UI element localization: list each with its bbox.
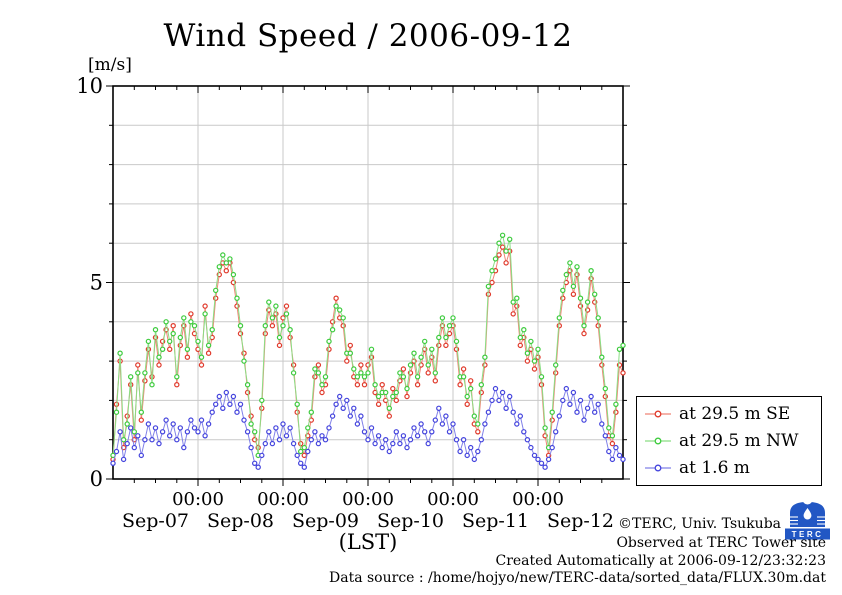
legend-label: at 29.5 m SE <box>679 404 791 424</box>
svg-text:Sep-07: Sep-07 <box>122 510 189 532</box>
series-se-marker-icon <box>645 410 671 418</box>
svg-text:00:00: 00:00 <box>172 489 224 510</box>
legend-label: at 1.6 m <box>679 458 750 478</box>
x-axis-label: (LST) <box>338 530 398 554</box>
svg-text:00:00: 00:00 <box>257 489 309 510</box>
legend-item-29-5m-nw: at 29.5 m NW <box>644 431 821 451</box>
page-title: Wind Speed / 2006-09-12 <box>163 18 573 54</box>
svg-text:00:00: 00:00 <box>512 489 564 510</box>
svg-text:00:00: 00:00 <box>342 489 394 510</box>
terc-logo: TERC <box>785 500 830 540</box>
copyright-text: ©TERC, Univ. Tsukuba <box>618 516 781 532</box>
svg-text:Sep-12: Sep-12 <box>547 510 614 532</box>
data-source-text: Data source : /home/hojyo/new/TERC-data/… <box>329 570 826 586</box>
svg-text:Sep-09: Sep-09 <box>292 510 359 532</box>
observed-site-text: Observed at TERC Tower site <box>616 535 826 551</box>
svg-text:10: 10 <box>76 74 103 98</box>
svg-text:Sep-10: Sep-10 <box>377 510 444 532</box>
series-nw-marker-icon <box>645 437 671 445</box>
chart-legend: at 29.5 m SE at 29.5 m NW at 1.6 m <box>636 396 822 486</box>
svg-text:TERC: TERC <box>792 530 824 539</box>
svg-text:0: 0 <box>90 467 103 491</box>
legend-item-1-6m: at 1.6 m <box>644 458 821 478</box>
created-timestamp-text: Created Automatically at 2006-09-12/23:3… <box>495 553 826 569</box>
svg-text:5: 5 <box>90 271 103 295</box>
legend-item-29-5m-se: at 29.5 m SE <box>644 404 821 424</box>
svg-text:Sep-11: Sep-11 <box>462 510 529 532</box>
svg-text:Sep-08: Sep-08 <box>207 510 274 532</box>
svg-text:00:00: 00:00 <box>427 489 479 510</box>
legend-label: at 29.5 m NW <box>679 431 799 451</box>
series-1-6m-marker-icon <box>645 464 671 472</box>
y-axis-unit-label: [m/s] <box>88 55 132 75</box>
